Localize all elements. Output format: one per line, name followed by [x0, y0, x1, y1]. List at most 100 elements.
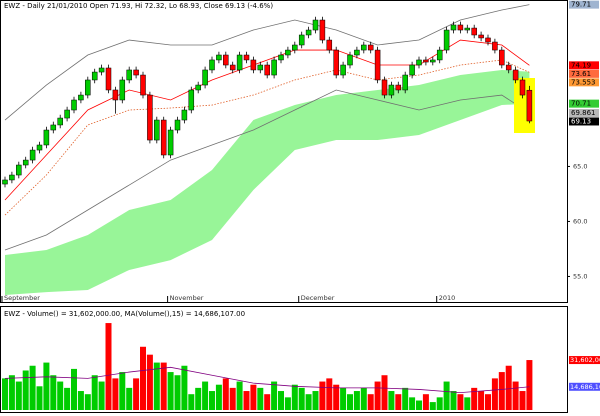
- candle-body: [298, 34, 305, 46]
- value-box: [569, 117, 599, 126]
- candle-body: [160, 119, 167, 156]
- candle-body: [140, 74, 146, 96]
- volume-bar: [429, 402, 436, 410]
- value-box: [569, 78, 599, 87]
- candle-body: [133, 69, 139, 76]
- volume-bar: [291, 384, 298, 410]
- candle-body: [98, 67, 105, 73]
- candle-body: [2, 179, 8, 185]
- y-tick-label: 65.0: [573, 162, 587, 170]
- volume-bar: [8, 375, 15, 410]
- volume-bar: [436, 397, 443, 410]
- candle-body: [105, 67, 112, 91]
- volume-bar: [450, 391, 457, 410]
- candle-body: [223, 54, 229, 66]
- axis-layer: 55.0 60.0 65.0 September November December 201…: [1, 1, 600, 391]
- candle-body: [505, 64, 512, 71]
- candle-body: [374, 49, 381, 81]
- volume-bar: [133, 378, 140, 410]
- volume-bar: [250, 384, 257, 410]
- x-tick-label: December: [301, 294, 335, 302]
- candle-body: [526, 89, 533, 122]
- candle-body: [188, 89, 195, 111]
- volume-bar: [284, 397, 291, 410]
- candle-body: [78, 94, 84, 101]
- candle-body: [209, 59, 215, 71]
- volume-bar: [215, 384, 222, 410]
- candle-body: [312, 19, 319, 31]
- candle-body: [471, 27, 477, 36]
- candle-body: [236, 54, 243, 71]
- volume-bar: [340, 387, 347, 410]
- volume-bar: [416, 400, 422, 410]
- volume-bar: [298, 387, 305, 410]
- volume-bar: [491, 378, 498, 410]
- volume-bar: [209, 391, 215, 410]
- candle-body: [126, 69, 132, 81]
- candle-body: [174, 119, 181, 131]
- candle-body: [292, 44, 298, 51]
- volume-bar: [174, 375, 181, 410]
- candle-body: [91, 71, 98, 81]
- volume-bar: [160, 362, 167, 410]
- value-box: [569, 61, 599, 70]
- volume-bar: [388, 391, 395, 410]
- volume-bar: [57, 381, 64, 410]
- volume-bar: [195, 387, 202, 410]
- volume-bar: [485, 394, 491, 410]
- candle-body: [154, 119, 160, 141]
- volume-bar: [312, 391, 319, 410]
- candle-body: [147, 94, 153, 141]
- volume-bar: [50, 375, 57, 410]
- candle-body: [119, 79, 126, 101]
- volume-value-box: [569, 356, 600, 365]
- candle-body: [85, 79, 91, 96]
- candle-body: [112, 89, 119, 101]
- value-box-label: 73.553: [571, 78, 596, 86]
- volume-bar: [15, 381, 22, 410]
- y-tick-label: 55.0: [573, 272, 587, 280]
- candle-body: [457, 24, 464, 31]
- candle-body: [326, 39, 333, 51]
- chart-title: EWZ - Daily 21/01/2010 Open 71.93, Hi 72…: [4, 2, 273, 10]
- candle-body: [243, 54, 250, 61]
- x-tick-label: September: [4, 294, 40, 302]
- volume-bar: [222, 378, 229, 410]
- volume-bar: [395, 394, 402, 410]
- candle-body: [57, 117, 63, 126]
- volume-ma-line: [4, 366, 530, 394]
- volume-bar: [243, 391, 250, 410]
- volume-value-box-label: 31,602,000.00: [570, 356, 600, 364]
- volume-bar: [478, 391, 485, 410]
- volume-bar: [229, 387, 236, 410]
- candle-body: [305, 29, 312, 36]
- candle-body: [485, 37, 491, 43]
- candle-body: [443, 29, 450, 51]
- volume-bar: [43, 362, 50, 410]
- volume-bar: [457, 394, 464, 410]
- volume-bar: [353, 391, 360, 410]
- volume-bar: [22, 370, 29, 410]
- candle-body: [64, 109, 70, 119]
- volume-bar: [112, 378, 119, 410]
- volume-bar: [305, 394, 312, 410]
- volume-bar: [333, 384, 340, 410]
- candle-body: [319, 19, 326, 41]
- volume-bar: [188, 394, 195, 410]
- volume-bar: [381, 375, 388, 410]
- y-tick-label: 60.0: [573, 217, 587, 225]
- value-box-label: 79.71: [571, 1, 591, 9]
- candle-body: [367, 44, 374, 51]
- candle-body: [361, 44, 367, 51]
- volume-bar: [36, 386, 43, 410]
- candle-body: [430, 59, 436, 63]
- candle-body: [216, 54, 222, 61]
- candle-body: [278, 54, 284, 61]
- volume-bar: [422, 394, 429, 410]
- volume-bar: [91, 375, 98, 410]
- candle-body: [450, 24, 457, 31]
- candle-body: [181, 109, 188, 121]
- volume-bar: [374, 381, 381, 410]
- volume-bar: [105, 323, 112, 410]
